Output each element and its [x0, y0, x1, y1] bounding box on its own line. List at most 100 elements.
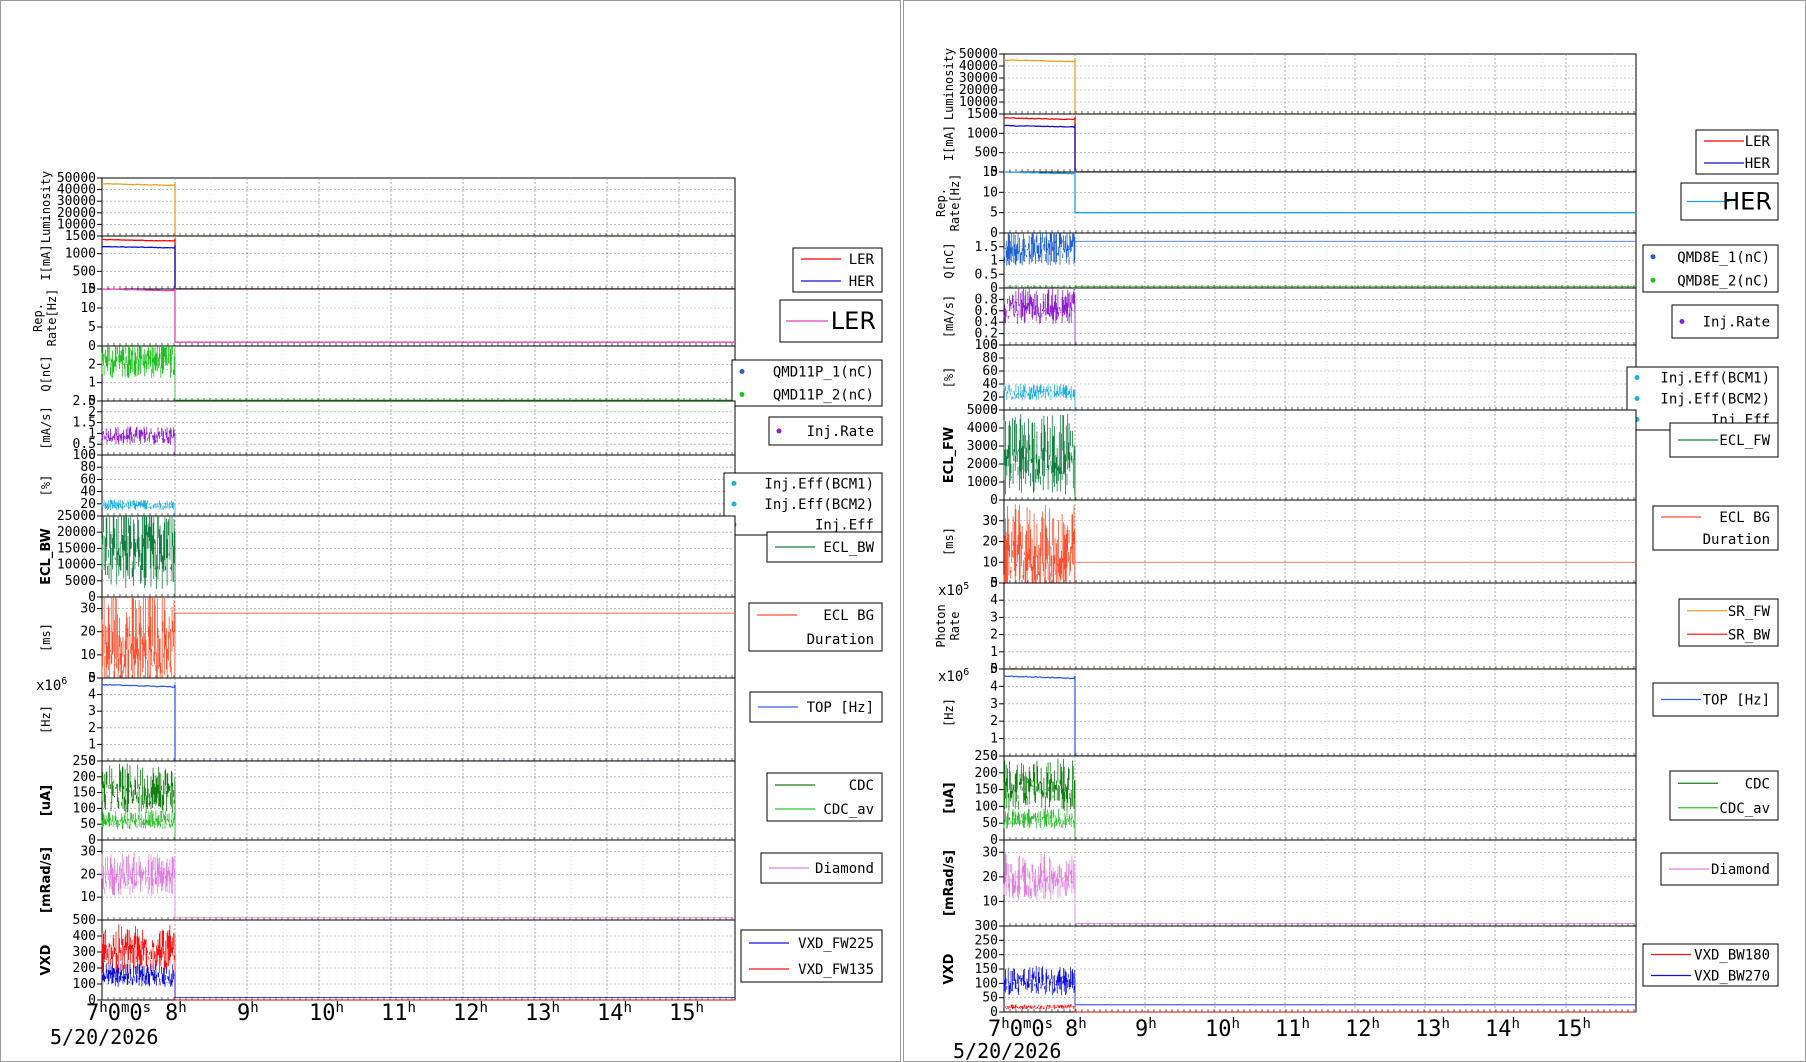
y-tick-label: 1	[88, 737, 96, 752]
legend-label: VXD_BW270	[1694, 969, 1770, 985]
y-tick-label: 5000	[967, 403, 998, 418]
legend-box	[1642, 943, 1779, 987]
y-axis-label: Rate	[948, 612, 962, 641]
y-tick-label: 5	[990, 662, 998, 677]
legend-label: CDC_av	[823, 802, 874, 818]
y-tick-label: 3	[990, 610, 998, 625]
y-tick-label: 0	[990, 493, 998, 508]
panel-frame	[101, 345, 736, 402]
y-tick-label: 0	[88, 282, 96, 297]
y-axis-label: Rate[Hz]	[948, 174, 962, 232]
y-tick-label: 10	[982, 185, 998, 200]
y-tick-label: 5	[88, 671, 96, 686]
legend-label: Duration	[807, 632, 874, 648]
x-tick-label-part: 10	[309, 1001, 336, 1026]
series-cdc_av	[1003, 808, 1636, 841]
x-tick-label-part: 12	[453, 1001, 480, 1026]
y-tick-label: 30	[80, 602, 96, 617]
y-axis-label: Luminosity	[39, 171, 53, 243]
legend-label: HER	[1745, 156, 1771, 172]
y-tick-label: 150	[73, 786, 96, 801]
y-tick-label: 1000	[967, 475, 998, 490]
legend-label: Inj.Eff(BCM2)	[1660, 392, 1770, 408]
series-eclbg	[101, 597, 735, 679]
y-tick-label: 10	[982, 555, 998, 570]
y-axis-label: Rep.	[934, 188, 948, 217]
y-tick-label: 0	[990, 338, 998, 353]
x-tick-label: 11h	[381, 1000, 416, 1026]
panel-frame	[101, 596, 736, 679]
panel-dia: 30 20 10 [mRad/s] Diamond	[39, 839, 883, 921]
panel-frame	[1003, 839, 1637, 927]
y-multiplier-exponent: 5	[963, 581, 969, 592]
panel-frame	[1003, 113, 1637, 173]
y-multiplier: x105	[938, 581, 969, 599]
y-axis-label: Luminosity	[942, 48, 956, 120]
x-tick-label: 12h	[453, 1000, 488, 1026]
legend-label: QMD8E_1(nC)	[1677, 250, 1770, 266]
y-tick-label: 3	[88, 704, 96, 719]
legend-label: QMD11P_1(nC)	[773, 365, 874, 381]
y-axis-label: Rep.	[31, 303, 45, 332]
x-tick-label: 9h	[237, 1000, 259, 1026]
y-tick-label: 250	[975, 749, 998, 764]
y-tick-label: 2	[88, 405, 96, 420]
x-tick-label-part: 0	[129, 1001, 142, 1026]
y-tick-label: 0.8	[975, 292, 998, 307]
panel-injr: 0.80.60.40.20 [mA/s] Inj.Rate	[942, 287, 1779, 353]
y-tick-label: 0.6	[975, 304, 998, 319]
y-axis-label: VXD	[39, 944, 54, 975]
panel-frame	[1003, 53, 1637, 115]
y-tick-label: 100	[73, 448, 96, 463]
legend-label: SR_FW	[1728, 604, 1771, 620]
y-tick-label: 40	[982, 377, 998, 392]
y-tick-label: 80	[80, 460, 96, 475]
legend-box	[740, 929, 883, 983]
panel-frame	[101, 235, 736, 290]
legend-label: HER	[1722, 188, 1772, 216]
panel-rep: 15 10 5 0 Rep. Rate[Hz] HER	[934, 165, 1779, 241]
legend-label: VXD_FW225	[798, 936, 874, 952]
panel-eclbg: 30 20 10 0 [ms] ECL BG Duration	[942, 499, 1779, 591]
legend-box	[1678, 598, 1779, 647]
x-tick-label: 10h	[309, 1000, 344, 1026]
y-tick-label: 0.4	[975, 315, 999, 330]
series-her	[101, 244, 735, 290]
series-cdc	[101, 763, 735, 841]
panel-frame	[1003, 287, 1637, 346]
legend-dot	[1650, 277, 1656, 283]
series-ecl	[1003, 413, 1636, 501]
x-tick-label-part: h	[250, 1000, 258, 1016]
legend-label: QMD11P_2(nC)	[773, 388, 874, 404]
legend-label: HER	[849, 274, 875, 290]
y-tick-label: 2.5	[73, 394, 96, 409]
panel-frame	[101, 177, 736, 237]
panel-top: 5 4 3 2 1 0 [Hz] x106 TOP [Hz]	[938, 662, 1779, 764]
legend-label: CDC	[1745, 776, 1770, 792]
legend-dot	[739, 369, 745, 374]
panel-frame	[1003, 344, 1637, 411]
y-tick-label: 60	[80, 472, 96, 487]
x-tick-label-part: 0	[1010, 1017, 1023, 1042]
series-vxd_b	[101, 924, 735, 1001]
legend-label: Inj.Rate	[1703, 315, 1770, 331]
y-tick-label: 250	[73, 754, 96, 769]
series-rep_ler	[101, 286, 735, 343]
x-tick-label: 14h	[597, 1000, 632, 1026]
legend-label: CDC	[849, 778, 874, 794]
y-tick-label: 30	[982, 845, 998, 860]
legend-dot	[731, 480, 737, 486]
y-tick-label: 0	[88, 448, 96, 463]
y-tick-label: 500	[73, 264, 96, 279]
y-tick-label: 500	[73, 913, 96, 928]
legend-label: ECL BG	[1719, 510, 1770, 526]
legend-label: QMD8E_2(nC)	[1677, 273, 1770, 289]
y-tick-label: 25000	[57, 509, 96, 524]
y-axis-label: [uA]	[39, 785, 54, 816]
